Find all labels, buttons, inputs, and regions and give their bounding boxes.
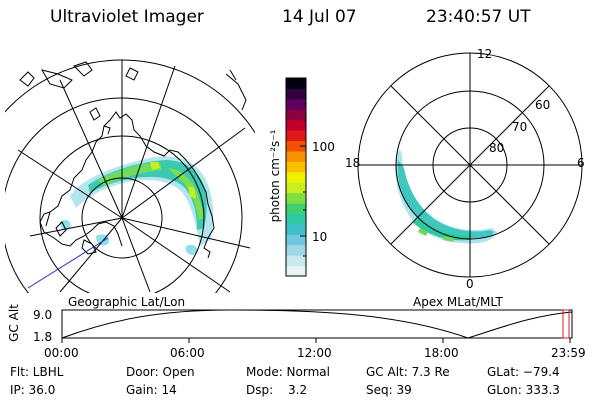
time-label: 23:40:57 UT: [426, 7, 531, 27]
colorbar-segment: [286, 130, 306, 142]
polar-grid: [357, 52, 583, 278]
colorbar-segment: [286, 161, 306, 173]
mlt-label-12: 12: [477, 47, 493, 61]
timeline-x-tick-0000: 00:00: [44, 346, 79, 360]
polar-map-caption: Apex MLat/MLT: [413, 295, 503, 309]
timeline-y-label: GC Alt: [7, 304, 21, 342]
colorbar-segment: [286, 244, 306, 256]
mlt-label-18: 18: [345, 156, 361, 170]
colorbar-label-100: 100: [312, 140, 335, 154]
timeline-x-tick-2359: 23:59: [551, 346, 586, 360]
gc-alt-status: GC Alt: 7.3 Re: [366, 365, 450, 379]
polar-map: [357, 52, 583, 278]
satellite-track: [27, 237, 109, 289]
timeline-y-tick-1: 1.8: [33, 330, 53, 344]
polar-aurora-emission: [395, 150, 497, 244]
glat-status: GLat: −79.4: [487, 365, 560, 379]
mlt-label-0: 0: [466, 277, 474, 291]
dsp-label: Dsp:: [246, 383, 274, 397]
colorbar-segment: [286, 109, 306, 121]
timeline-x-tick-1200: 12:00: [297, 346, 332, 360]
colorbar-segment: [286, 78, 306, 89]
colorbar-segment: [286, 223, 306, 235]
colorbar-segment: [286, 265, 306, 277]
door-status: Door: Open: [126, 365, 195, 379]
gain-status: Gain: 14: [126, 383, 177, 397]
altitude-curve: [61, 309, 573, 339]
colorbar-segment: [286, 203, 306, 214]
seq-status: Seq: 39: [366, 383, 412, 397]
current-time-marker: [562, 309, 570, 339]
colorbar-segment: [286, 150, 306, 162]
colorbar-segment: [286, 182, 306, 194]
mode-status: Mode: Normal: [246, 365, 330, 379]
timeline-y-tick-9: 9.0: [33, 308, 53, 322]
timeline-x-tick-0600: 06:00: [170, 346, 205, 360]
geo-map-caption: Geographic Lat/Lon: [68, 295, 186, 309]
geo-aurora-emission: [60, 156, 214, 255]
filter-status: Flt: LBHL: [10, 365, 64, 379]
colorbar-segment: [286, 192, 306, 204]
geo-graticule: [5, 59, 255, 293]
colorbar-unit-label: photon cm⁻²s⁻¹: [268, 129, 282, 223]
colorbar-segment: [286, 234, 306, 246]
colorbar-frame: [285, 77, 307, 277]
colorbar-segment: [286, 213, 306, 225]
mlat-label-60: 60: [535, 98, 551, 112]
glon-status: GLon: 333.3: [487, 383, 560, 397]
colorbar-segment: [286, 140, 306, 152]
colorbar-segment: [286, 171, 306, 183]
dsp-value: 3.2: [288, 383, 308, 397]
colorbar-segment: [286, 255, 306, 267]
colorbar-segment: [286, 119, 306, 131]
colorbar-segment: [286, 88, 306, 100]
colorbar-segment: [286, 98, 306, 110]
timeline-x-tick-1800: 18:00: [424, 346, 459, 360]
date-label: 14 Jul 07: [282, 7, 357, 27]
ip-status: IP: 36.0: [10, 383, 56, 397]
instrument-title: Ultraviolet Imager: [50, 7, 204, 27]
mlt-label-6: 6: [577, 156, 585, 170]
timeline-frame: [61, 309, 573, 339]
colorbar: [285, 77, 307, 277]
coastline: [19, 61, 247, 259]
geographic-map: [5, 59, 255, 293]
mlat-label-80: 80: [489, 141, 505, 155]
mlat-label-70: 70: [512, 120, 528, 134]
altitude-timeline: [61, 309, 573, 343]
colorbar-label-10: 10: [312, 230, 328, 244]
